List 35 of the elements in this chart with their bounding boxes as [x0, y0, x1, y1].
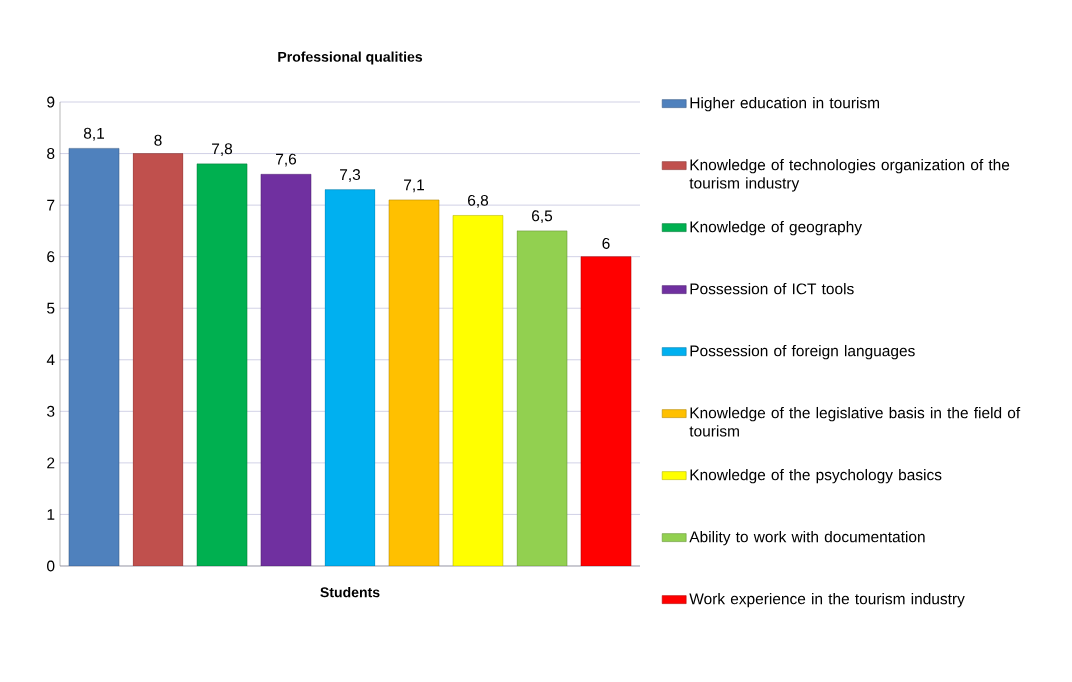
data-label: 6 [602, 237, 610, 249]
legend-label: Work experience in the tourism industry [689, 592, 965, 608]
y-tick-label: 9 [47, 96, 55, 108]
y-tick-label: 8 [47, 148, 55, 160]
data-label: 8 [154, 134, 162, 146]
y-tick-label: 6 [47, 251, 55, 263]
y-tick-label: 5 [47, 302, 55, 314]
y-tick-label: 7 [47, 199, 55, 211]
legend-label: Knowledge of geography [690, 220, 862, 236]
legend-label: Possession of foreign languages [690, 344, 915, 360]
bar [324, 189, 376, 566]
y-tick-label: 4 [46, 354, 55, 366]
data-label: 7,8 [212, 143, 233, 157]
bar [580, 256, 632, 566]
bar [132, 153, 184, 566]
data-label: 8,1 [83, 127, 105, 141]
data-label: 6,5 [532, 210, 553, 224]
legend-label: Knowledge of the psychology basics [690, 468, 942, 484]
data-label: 6,8 [468, 194, 489, 208]
y-tick-label: 1 [47, 509, 55, 520]
bar [388, 199, 440, 566]
y-tick-label: 0 [47, 560, 55, 572]
legend-label: Ability to work with documentation [689, 530, 925, 546]
data-label: 7,6 [276, 153, 297, 167]
legend-label: Knowledge of the legislative basis in the field of tourism [689, 406, 1021, 437]
chart-title: Professional qualities [278, 51, 423, 65]
data-label: 7,1 [404, 179, 424, 193]
x-tick-label: Students [320, 586, 380, 598]
bar [260, 173, 312, 566]
legend-label: Higher education in tourism [690, 96, 880, 112]
y-tick-label: 3 [47, 405, 55, 417]
legend-label: Knowledge of technologies organization of the tourism industry [689, 158, 1010, 192]
data-label: 7,3 [340, 169, 361, 182]
y-tick-label: 2 [47, 457, 55, 469]
legend-label: Possession of ICT tools [690, 282, 854, 295]
